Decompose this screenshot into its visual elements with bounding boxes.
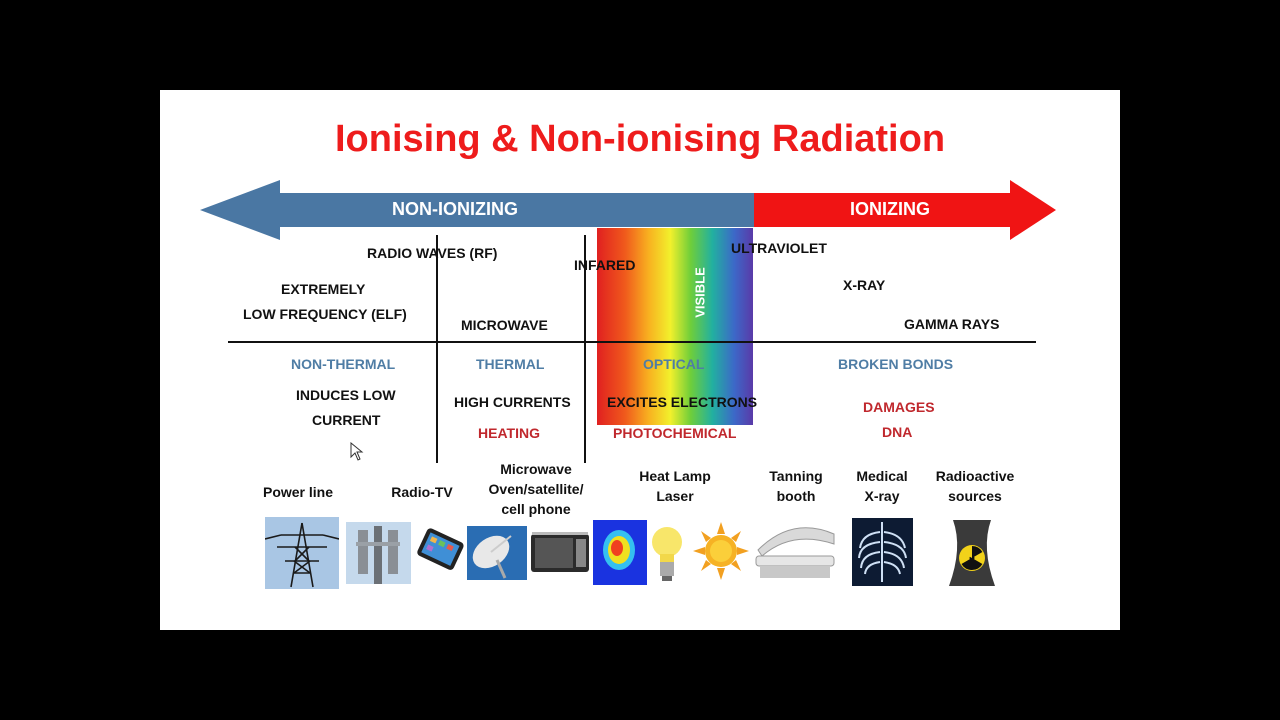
light-bulb-icon [652,527,682,581]
caption-radio-tv: Radio-TV [391,484,453,500]
vertical-divider [584,235,586,463]
slide: Ionising & Non-ionising Radiation NON-IO… [160,90,1120,630]
caption-radioactive: Radioactive sources [935,468,1015,504]
radio-tower-icon [346,522,411,584]
infrared-label: INFARED [574,257,636,273]
excites-electrons-label: EXCITES ELECTRONS [607,394,758,410]
high-currents-label: HIGH CURRENTS [454,394,571,410]
radio-waves-label: RADIO WAVES (RF) [367,245,498,261]
ionizing-arrow-segment [754,180,1056,240]
radiation-hazard-icon [949,520,995,586]
optical-label: OPTICAL [643,356,705,372]
elf-label-line1: EXTREMELY [281,281,366,297]
horizontal-divider [228,341,1036,343]
caption-microwave: Microwave Oven/satellite/ cell phone [488,461,584,517]
non-ionizing-label: NON-IONIZING [392,199,518,219]
elf-label-line2: LOW FREQUENCY (ELF) [243,306,407,322]
tablet-icon [417,528,464,570]
x-ray-label: X-RAY [843,277,886,293]
caption-power-line: Power line [262,484,334,500]
broken-bonds-label: BROKEN BONDS [838,356,954,372]
current-label: CURRENT [312,412,381,428]
visible-label: VISIBLE [692,267,708,318]
power-line-tower-icon [265,517,339,589]
thermal-label: THERMAL [476,356,545,372]
sun-icon [693,522,749,580]
thermal-image-icon [593,520,647,585]
non-ionizing-arrow-segment [200,180,754,240]
non-thermal-label: NON-THERMAL [291,356,396,372]
microwave-label: MICROWAVE [461,317,548,333]
vertical-divider [436,235,438,463]
gamma-rays-label: GAMMA RAYS [904,316,1000,332]
caption-heat-lamp: Heat Lamp Laser [639,468,711,504]
mouse-cursor-icon [350,442,364,461]
satellite-dish-icon [467,526,527,580]
induces-low-label: INDUCES LOW [296,387,396,403]
chest-xray-icon [852,518,913,586]
caption-medical-xray: Medical X-ray [856,468,908,504]
tanning-bed-icon [755,527,835,578]
microwave-oven-icon [531,532,589,572]
visible-spectrum-band [597,228,753,425]
heating-label: HEATING [478,425,540,441]
caption-tanning: Tanning booth [769,468,823,504]
damages-label: DAMAGES [863,399,935,415]
ultraviolet-label: ULTRAVIOLET [731,240,827,256]
photochemical-label: PHOTOCHEMICAL [613,425,737,441]
ionizing-label: IONIZING [850,199,930,219]
radiation-spectrum-arrow [200,180,1056,240]
page-title: Ionising & Non-ionising Radiation [334,118,946,160]
dna-label: DNA [882,424,913,440]
